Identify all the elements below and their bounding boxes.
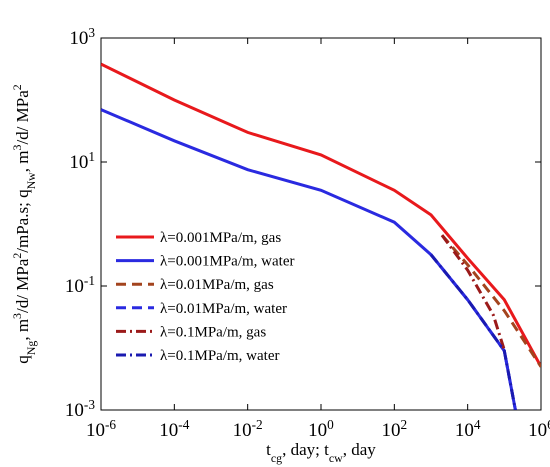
x-tick-label: 10-4 bbox=[159, 417, 189, 442]
x-tick-label: 104 bbox=[455, 417, 481, 442]
x-tick-label: 100 bbox=[308, 417, 334, 442]
x-tick-label: 10-2 bbox=[233, 417, 263, 442]
series-line bbox=[101, 62, 541, 368]
y-tick-label: 101 bbox=[69, 149, 95, 174]
legend-label: λ=0.1MPa/m, gas bbox=[160, 324, 266, 340]
y-tick-label: 10-3 bbox=[65, 397, 95, 422]
legend-label: λ=0.01MPa/m, water bbox=[160, 301, 287, 317]
legend-label: λ=0.001MPa/m, gas bbox=[160, 230, 281, 246]
y-tick-label: 103 bbox=[69, 25, 95, 50]
x-tick-label: 10-6 bbox=[86, 417, 116, 442]
x-axis-label: tcg, day; tcw, day bbox=[266, 440, 376, 465]
y-axis-label: qNg, m3/d/ MPa2/mPa.s; qNw, m3/d/ MPa2 bbox=[10, 84, 38, 363]
legend-label: λ=0.01MPa/m, gas bbox=[160, 277, 274, 293]
series-line bbox=[440, 234, 541, 368]
series-line bbox=[440, 234, 506, 351]
legend-label: λ=0.001MPa/m, water bbox=[160, 254, 294, 270]
x-tick-label: 102 bbox=[382, 417, 408, 442]
series-line bbox=[429, 253, 517, 410]
y-tick-label: 10-1 bbox=[65, 273, 95, 298]
legend-label: λ=0.1MPa/m, water bbox=[160, 348, 279, 364]
series-line bbox=[429, 253, 517, 410]
x-tick-label: 106 bbox=[528, 417, 550, 442]
